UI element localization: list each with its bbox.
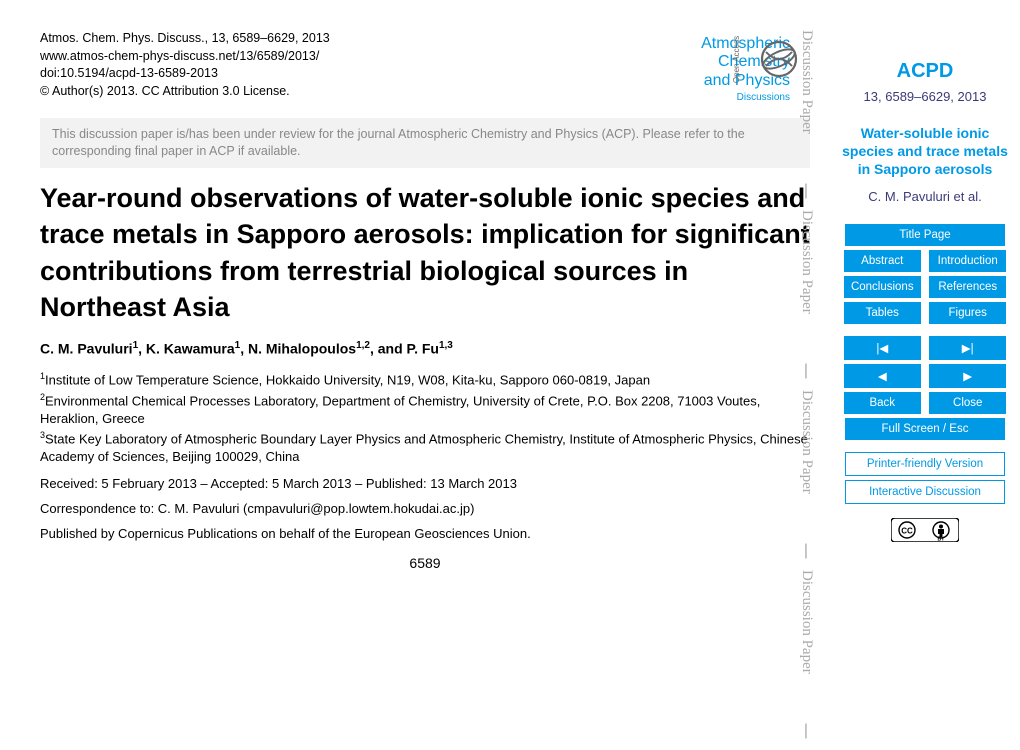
last-page-button[interactable]: ▶| bbox=[929, 336, 1006, 360]
next-page-button[interactable]: ▶ bbox=[929, 364, 1006, 388]
cc-by-icon: CC BY bbox=[891, 518, 959, 547]
acpd-authors: C. M. Pavuluri et al. bbox=[840, 189, 1010, 204]
side-label-4: Discussion Paper bbox=[798, 570, 815, 674]
acpd-short-title: Water-soluble ionic species and trace me… bbox=[840, 124, 1010, 179]
affiliations-block: 1Institute of Low Temperature Science, H… bbox=[40, 370, 810, 466]
acpd-volume: 13, 6589–6629, 2013 bbox=[840, 89, 1010, 104]
egu-logo-icon bbox=[758, 38, 800, 85]
citation-block: Atmos. Chem. Phys. Discuss., 13, 6589–66… bbox=[40, 30, 810, 100]
open-access-label: Open Access bbox=[732, 36, 741, 83]
copyright-line: © Author(s) 2013. CC Attribution 3.0 Lic… bbox=[40, 83, 810, 101]
fullscreen-button[interactable]: Full Screen / Esc bbox=[845, 418, 1005, 440]
figures-button[interactable]: Figures bbox=[929, 302, 1006, 324]
affiliation-line: 1Institute of Low Temperature Science, H… bbox=[40, 370, 810, 389]
nav-sidebar: ACPD 13, 6589–6629, 2013 Water-soluble i… bbox=[830, 0, 1020, 750]
references-button[interactable]: References bbox=[929, 276, 1006, 298]
dates-line: Received: 5 February 2013 – Accepted: 5 … bbox=[40, 476, 810, 491]
side-label-1: Discussion Paper bbox=[798, 30, 815, 134]
affiliation-line: 2Environmental Chemical Processes Labora… bbox=[40, 391, 810, 427]
svg-text:CC: CC bbox=[901, 526, 913, 535]
page-number: 6589 bbox=[40, 555, 810, 571]
abstract-button[interactable]: Abstract bbox=[844, 250, 921, 272]
page-root: Atmos. Chem. Phys. Discuss., 13, 6589–66… bbox=[0, 0, 1020, 750]
side-divider-1: | bbox=[804, 182, 808, 200]
introduction-button[interactable]: Introduction bbox=[929, 250, 1006, 272]
printer-friendly-button[interactable]: Printer-friendly Version bbox=[845, 452, 1005, 476]
tables-button[interactable]: Tables bbox=[844, 302, 921, 324]
authors-line: C. M. Pavuluri1, K. Kawamura1, N. Mihalo… bbox=[40, 340, 810, 357]
close-button[interactable]: Close bbox=[929, 392, 1006, 414]
side-divider-2: | bbox=[804, 362, 808, 380]
journal-sub: Discussions bbox=[701, 92, 790, 103]
affiliation-line: 3State Key Laboratory of Atmospheric Bou… bbox=[40, 429, 810, 465]
last-page-icon: ▶| bbox=[962, 343, 974, 355]
acpd-heading: ACPD bbox=[840, 60, 1010, 83]
doi-line: doi:10.5194/acpd-13-6589-2013 bbox=[40, 65, 810, 83]
prev-page-button[interactable]: ◀ bbox=[844, 364, 921, 388]
main-content: Atmos. Chem. Phys. Discuss., 13, 6589–66… bbox=[0, 0, 830, 750]
prev-icon: ◀ bbox=[878, 371, 887, 383]
first-page-icon: |◀ bbox=[876, 343, 888, 355]
conclusions-button[interactable]: Conclusions bbox=[844, 276, 921, 298]
citation-line: Atmos. Chem. Phys. Discuss., 13, 6589–66… bbox=[40, 30, 810, 48]
url-line: www.atmos-chem-phys-discuss.net/13/6589/… bbox=[40, 48, 810, 66]
side-label-3: Discussion Paper bbox=[798, 390, 815, 494]
side-divider-4: | bbox=[804, 722, 808, 740]
interactive-discussion-button[interactable]: Interactive Discussion bbox=[845, 480, 1005, 504]
paper-title: Year-round observations of water-soluble… bbox=[40, 180, 810, 326]
review-note: This discussion paper is/has been under … bbox=[40, 118, 810, 168]
next-icon: ▶ bbox=[963, 371, 972, 383]
published-by-line: Published by Copernicus Publications on … bbox=[40, 526, 810, 541]
nav-button-grid: Title Page Abstract Introduction Conclus… bbox=[840, 222, 1010, 506]
side-label-2: Discussion Paper bbox=[798, 210, 815, 314]
back-button[interactable]: Back bbox=[844, 392, 921, 414]
svg-text:BY: BY bbox=[938, 536, 946, 542]
first-page-button[interactable]: |◀ bbox=[844, 336, 921, 360]
correspondence-line: Correspondence to: C. M. Pavuluri (cmpav… bbox=[40, 501, 810, 516]
side-divider-3: | bbox=[804, 542, 808, 560]
title-page-button[interactable]: Title Page bbox=[845, 224, 1005, 246]
